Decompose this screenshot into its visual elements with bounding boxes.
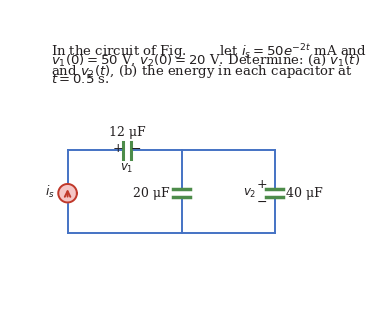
Text: $i_s$: $i_s$ <box>46 184 55 200</box>
Text: $t = 0.5$ s.: $t = 0.5$ s. <box>51 73 109 86</box>
Text: 40 μF: 40 μF <box>286 187 323 200</box>
Text: 20 μF: 20 μF <box>133 187 170 200</box>
Text: +: + <box>257 178 268 191</box>
Text: +: + <box>113 142 123 155</box>
Text: −: − <box>257 196 267 209</box>
Text: $v_1$: $v_1$ <box>120 162 133 175</box>
Text: $v_2$: $v_2$ <box>243 187 256 200</box>
Text: and $v_2(t)$, (b) the energy in each capacitor at: and $v_2(t)$, (b) the energy in each cap… <box>51 63 352 80</box>
Text: $v_1(0) = 50$ V, $v_2(0) = 20$ V. Determine: (a) $v_1(t)$: $v_1(0) = 50$ V, $v_2(0) = 20$ V. Determ… <box>51 53 360 68</box>
Circle shape <box>58 184 77 203</box>
Text: −: − <box>131 143 141 156</box>
Text: In the circuit of Fig.        let $i_s = 50e^{-2t}$ mA and: In the circuit of Fig. let $i_s = 50e^{-… <box>51 42 366 62</box>
Text: 12 μF: 12 μF <box>109 126 146 138</box>
